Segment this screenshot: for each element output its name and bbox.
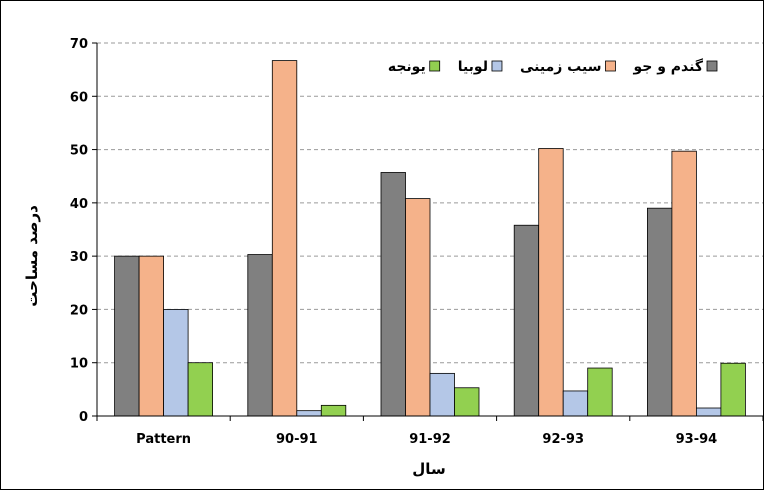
bar: [696, 407, 722, 417]
y-axis-title: درصد مساحت: [23, 205, 41, 307]
bar: [187, 362, 214, 417]
x-tick-label: 92-93: [542, 432, 584, 447]
legend-swatch: [706, 60, 718, 72]
bar: [138, 255, 165, 417]
y-tick-label: 40: [70, 197, 88, 212]
y-tick-label: 70: [70, 37, 88, 52]
bar: [296, 410, 322, 417]
x-tick-label: Pattern: [136, 432, 191, 447]
x-axis-title: سال: [412, 460, 445, 478]
legend-swatch: [605, 60, 616, 72]
bar: [271, 60, 298, 417]
bar: [114, 255, 140, 417]
legend-label: سیب زمینی: [520, 59, 602, 75]
bar: [671, 150, 697, 417]
bar: [513, 224, 540, 417]
legend-swatch: [491, 60, 503, 72]
y-tick-label: 0: [79, 410, 88, 425]
y-tick-label: 20: [70, 303, 88, 318]
bar: [720, 362, 746, 417]
y-tick-label: 10: [70, 357, 88, 372]
y-tick-label: 50: [70, 144, 88, 159]
legend-swatch: [429, 60, 441, 72]
bar: [562, 390, 589, 417]
y-tick-label: 60: [70, 90, 88, 105]
legend-label: لوبیا: [458, 59, 488, 75]
bar: [163, 309, 189, 417]
legend-label: یونجه: [388, 59, 426, 75]
legend-label: گندم و جو: [632, 58, 703, 75]
x-tick-label: 90-91: [276, 432, 318, 447]
bar: [380, 172, 406, 417]
y-tick-labels: 0 10 20 30 40 50 60 70: [70, 37, 88, 425]
x-tick-labels: Pattern 90-91 91-92 92-93 93-94: [136, 432, 717, 447]
legend: گندم و جو سیب زمینی لوبیا یونجه: [388, 58, 718, 75]
bars: [114, 60, 746, 417]
x-tick-label: 91-92: [409, 432, 451, 447]
bar: [405, 198, 431, 417]
y-tick-label: 30: [70, 250, 88, 265]
bar: [429, 372, 455, 417]
x-tick-label: 93-94: [676, 432, 718, 447]
bar: [454, 387, 480, 417]
bar: [320, 404, 347, 417]
axes: [92, 42, 764, 421]
bar: [247, 254, 273, 417]
bar: [647, 207, 673, 417]
bar: [587, 367, 613, 417]
bar: [538, 148, 564, 417]
